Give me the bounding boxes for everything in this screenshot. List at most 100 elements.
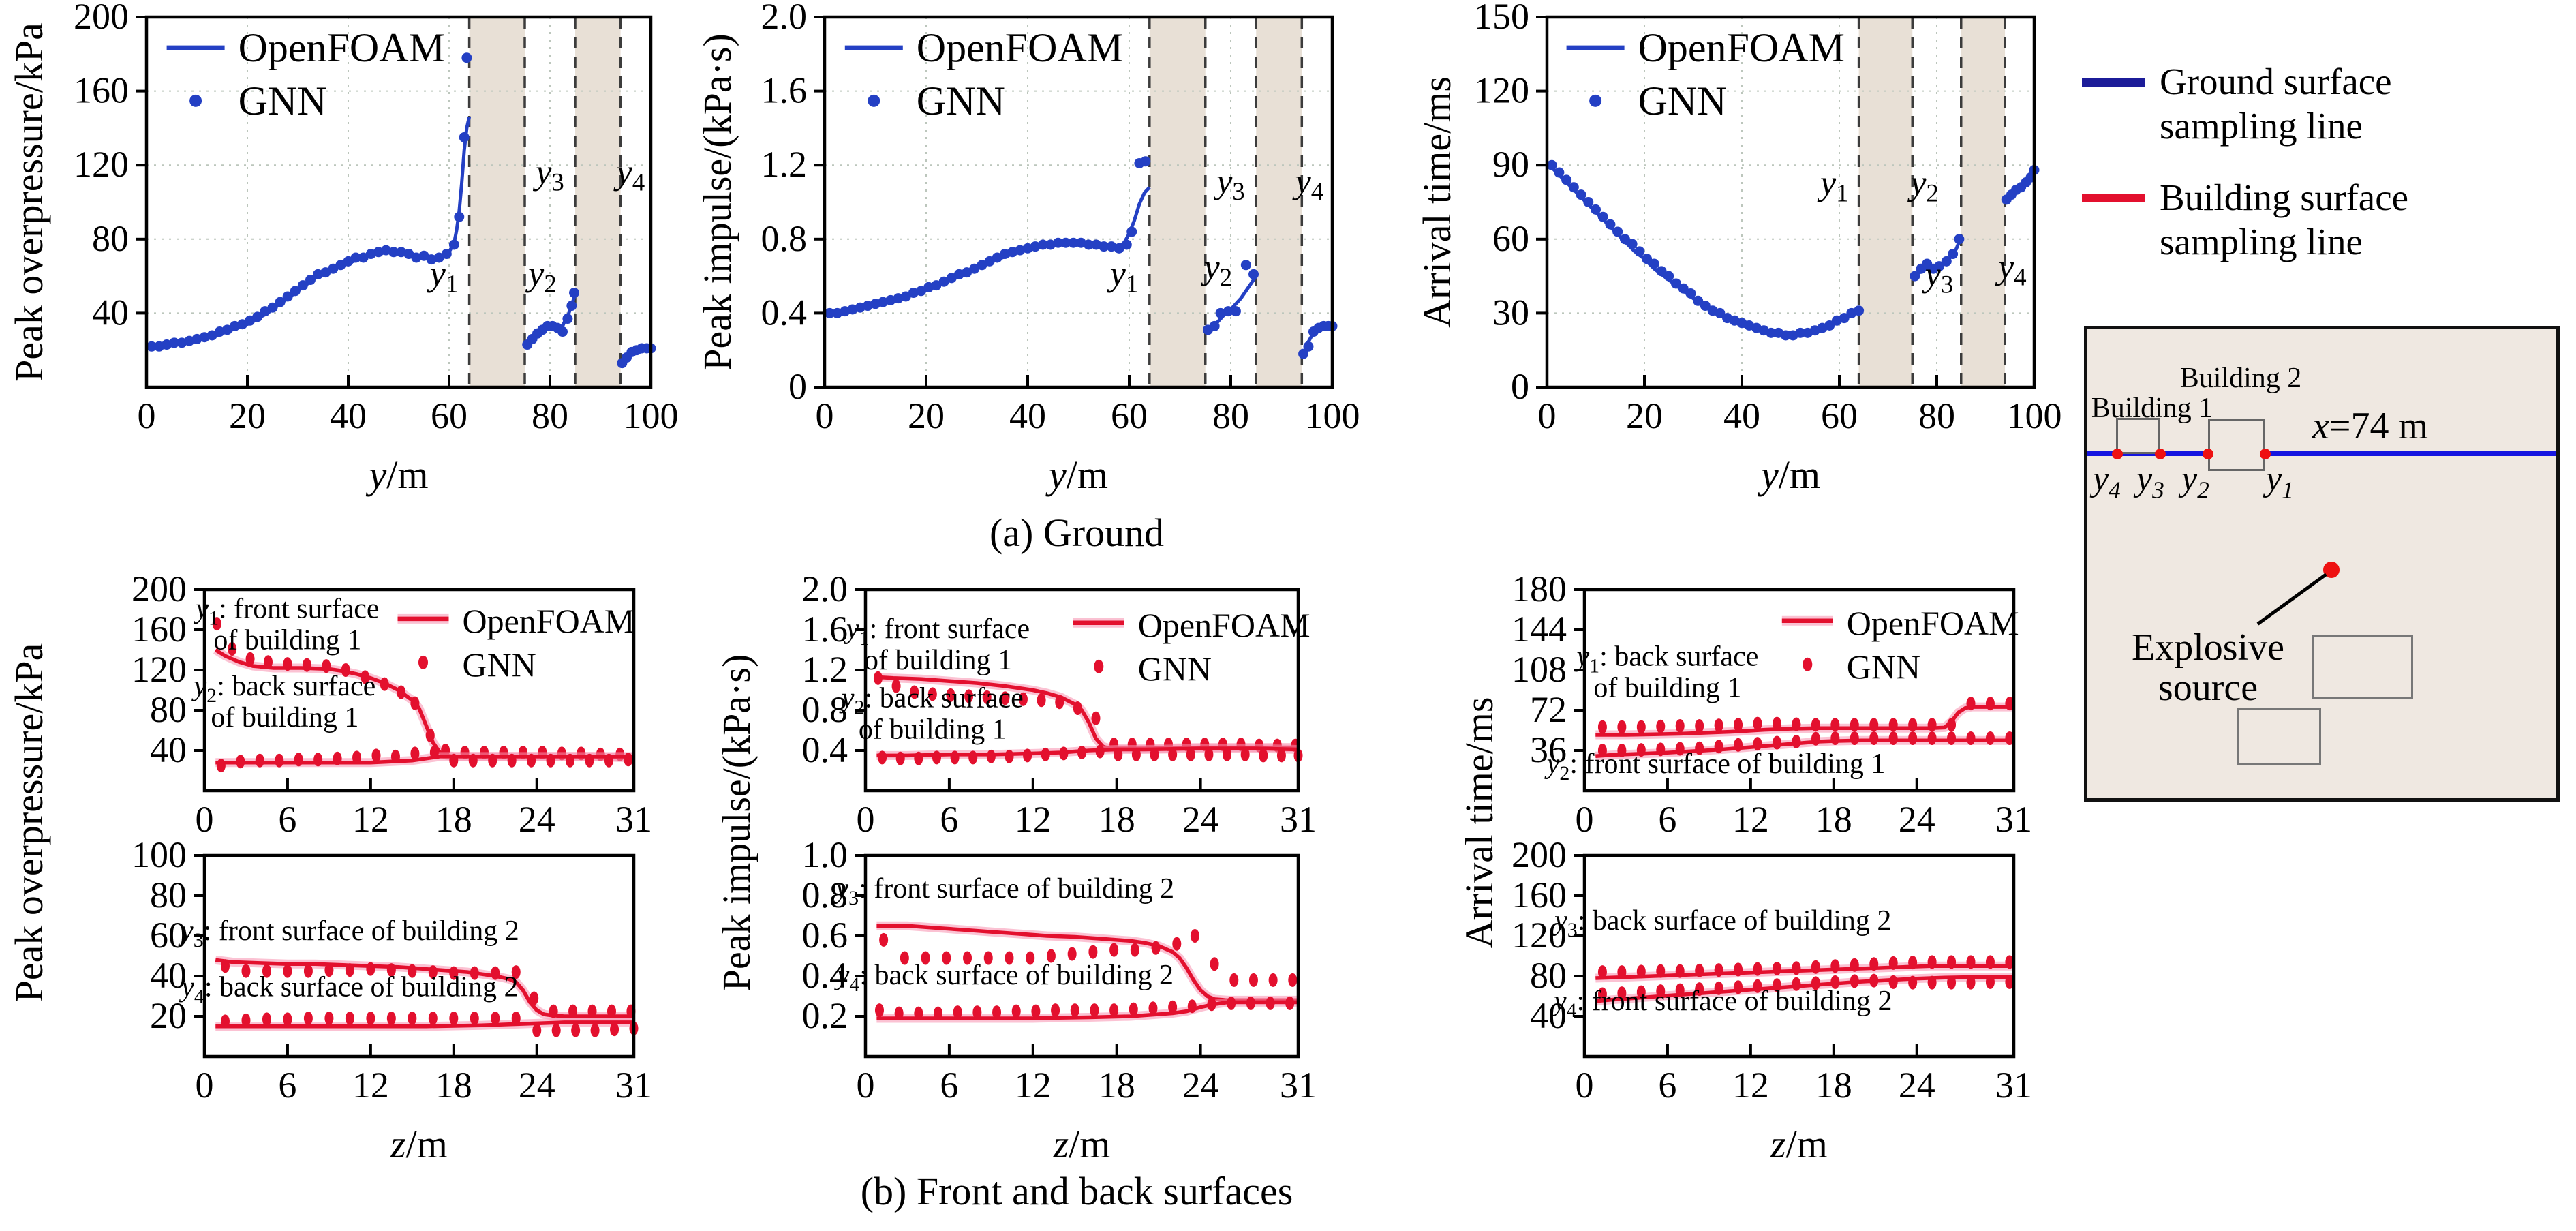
gnn-dot (1109, 943, 1119, 957)
series-gnn (824, 156, 1338, 359)
building-legend-line1: Building surface (2160, 176, 2409, 218)
x-tick-label: 12 (352, 799, 389, 840)
x-axis-title: z/m (1770, 1122, 1828, 1166)
gnn-dot (386, 1011, 396, 1025)
gnn-dot (557, 326, 568, 337)
y-tick-label: 1.6 (802, 609, 848, 650)
x-tick-label: 20 (1626, 395, 1663, 436)
gnn-dot (343, 256, 354, 267)
gnn-dot (824, 307, 835, 318)
y-axis-title: Peak overpressure/kPa (7, 22, 51, 382)
y-tick-label: 160 (132, 609, 187, 650)
gnn-dot (1927, 718, 1937, 732)
gnn-dot (1636, 964, 1646, 979)
gnn-dot (969, 263, 980, 274)
gnn-dot (1636, 720, 1646, 734)
gnn-dot (1023, 748, 1032, 763)
gnn-dot (1288, 973, 1298, 987)
gnn-dot (380, 677, 389, 691)
x-tick-label: 40 (1723, 395, 1760, 436)
gnn-dot (1888, 718, 1898, 732)
gnn-dot (562, 314, 573, 324)
gnn-dot (1083, 239, 1094, 250)
gnn-dot (408, 1011, 417, 1025)
x-tick-label: 24 (1899, 1065, 1935, 1106)
gnn-dot (1753, 737, 1762, 751)
annotation: y4: back surface of building 2 (834, 960, 1174, 996)
gnn-dot (1695, 982, 1704, 997)
annotation: y2 (1201, 248, 1233, 292)
y-tick-label: 80 (150, 689, 187, 730)
gnn-dot (1792, 734, 1801, 748)
gnn-dot (1947, 718, 1957, 732)
gnn-dot (1617, 965, 1627, 979)
y-axis-title: Arrival time/ms (1415, 76, 1459, 328)
x-tick-label: 100 (1305, 395, 1360, 436)
gnn-dot (1617, 744, 1627, 757)
legend-label-gnn: GNN (239, 78, 327, 123)
sample-point-y2 (2203, 449, 2213, 459)
ground-line-swatch (2082, 78, 2145, 87)
plot-border (823, 15, 1334, 389)
y-tick-label: 0 (1511, 366, 1529, 407)
gnn-dot (1246, 996, 1255, 1010)
gnn-dot (388, 247, 399, 258)
gnn-dot (546, 753, 555, 768)
y-tick-label: 0.4 (802, 729, 848, 770)
gnn-dot (1073, 701, 1082, 716)
gnn-dot (1636, 985, 1646, 999)
gnn-dot (1186, 747, 1195, 761)
x-tick-label: 24 (1182, 799, 1219, 840)
gnn-dot (1090, 1003, 1099, 1018)
x-axis-title: z/m (390, 1122, 448, 1166)
gnn-dot (241, 964, 251, 978)
label-y1: y1 (2266, 459, 2294, 504)
gnn-dot (324, 963, 334, 977)
gnn-dot (1656, 964, 1666, 978)
annotation-line2: of building 1 (1593, 672, 1741, 703)
annotation: y3: back surface of building 2 (1552, 905, 1891, 941)
gnn-dot (320, 267, 331, 278)
x-tick-label: 0 (1576, 799, 1594, 840)
gnn-dot (328, 263, 339, 274)
gnn-dot (1947, 955, 1957, 969)
gnn-dot (1811, 731, 1820, 746)
gnn-dot (429, 745, 439, 759)
gnn-dot (1678, 283, 1689, 294)
legend-item-ground: Ground surface sampling line (2082, 60, 2559, 149)
annotation: y2 (525, 255, 557, 299)
gnn-dot (449, 966, 459, 980)
x-tick-label: 12 (352, 1065, 389, 1106)
gnn-dot (1285, 996, 1295, 1010)
gnn-dot (873, 671, 883, 685)
gnn-dot (1091, 711, 1101, 725)
openfoam-line (146, 117, 472, 350)
y-axis-title: Peak overpressure/kPa (7, 643, 51, 1003)
building1-square (2116, 418, 2160, 454)
gnn-dot (263, 655, 273, 669)
series-gnn (146, 52, 656, 369)
gnn-dot (1693, 295, 1704, 306)
gnn-dot (1576, 189, 1586, 200)
gnn-dot (303, 1011, 313, 1025)
annotation: y4 (1292, 162, 1324, 206)
y-tick-label: 60 (150, 915, 187, 956)
shaded-band (575, 17, 621, 387)
shaded-band (1256, 17, 1302, 387)
legend-label-openfoam: OpenFOAM (463, 602, 635, 640)
gnn-dot (1850, 718, 1859, 732)
y-tick-label: 0.8 (802, 689, 848, 730)
gnn-dot (1927, 731, 1937, 745)
gnn-dot (891, 679, 901, 693)
gnn-dot (221, 324, 232, 335)
gnn-dot (260, 306, 271, 317)
gnn-dot (350, 252, 361, 263)
x-tick-label: 12 (1015, 799, 1052, 840)
gnn-dot (1772, 735, 1781, 750)
gnn-dot (418, 250, 429, 261)
shaded-band (469, 17, 525, 387)
y-tick-label: 0 (788, 366, 807, 407)
gnn-dot (590, 1023, 600, 1037)
